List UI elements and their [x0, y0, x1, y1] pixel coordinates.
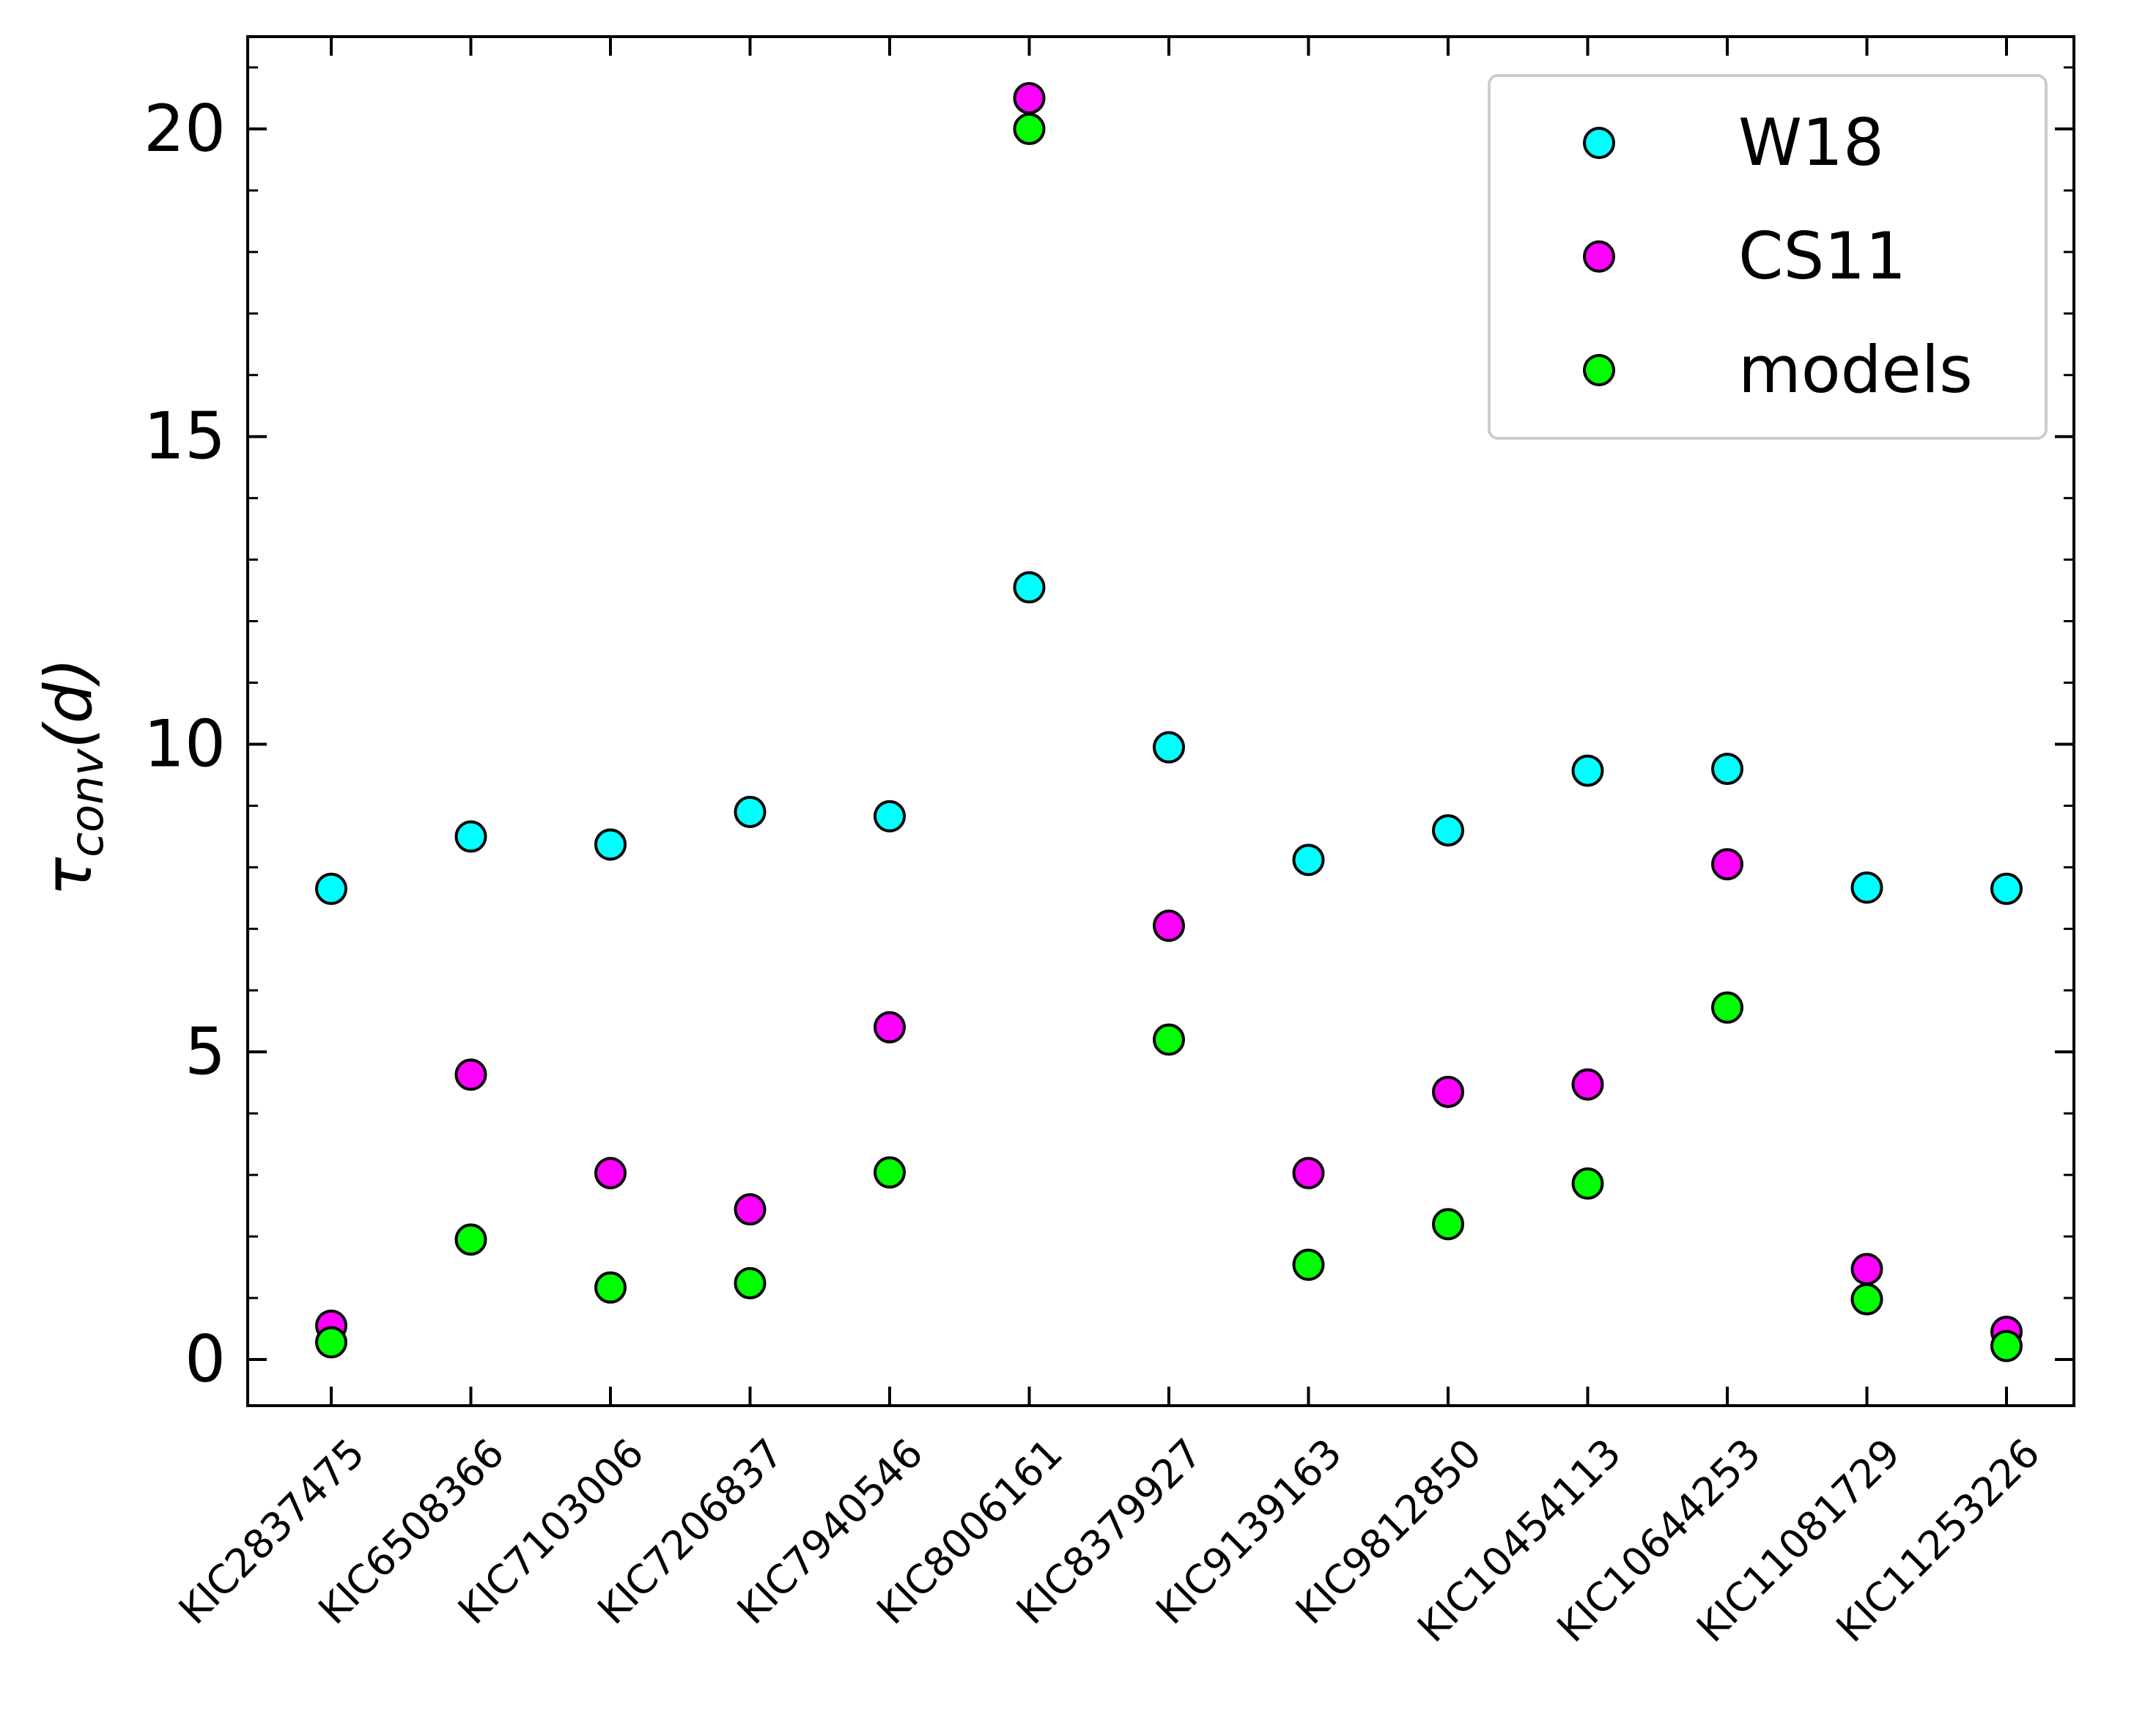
data-point-models [1292, 1248, 1325, 1281]
data-point-w18 [594, 828, 627, 861]
y-tick-label: 20 [144, 91, 226, 166]
data-point-cs11 [1153, 910, 1185, 942]
data-point-w18 [1711, 753, 1743, 786]
legend-marker-cs11 [1583, 240, 1615, 273]
data-point-w18 [1013, 571, 1046, 604]
legend-marker-w18 [1583, 127, 1615, 159]
data-point-cs11 [454, 1058, 487, 1091]
data-point-models [594, 1271, 627, 1304]
data-point-cs11 [1013, 81, 1046, 114]
y-axis-label-main: τ [31, 857, 106, 896]
data-points [315, 81, 2023, 1362]
data-point-w18 [1850, 871, 1883, 904]
data-point-w18 [1292, 844, 1325, 877]
legend-items: W18 CS11 models [1583, 105, 1973, 407]
y-tick-labels: 0 5 10 15 20 [144, 91, 226, 1397]
y-tick-label: 5 [185, 1014, 226, 1089]
data-point-models [315, 1326, 347, 1359]
legend-marker-models [1583, 354, 1615, 386]
data-point-models [1711, 991, 1743, 1024]
legend-label-w18: W18 [1738, 105, 1884, 180]
data-point-w18 [1990, 872, 2023, 905]
data-point-models [1432, 1208, 1464, 1241]
data-point-models [1013, 112, 1046, 145]
legend-box [1488, 74, 2048, 440]
data-point-cs11 [594, 1156, 627, 1189]
data-point-cs11 [1432, 1075, 1464, 1108]
data-point-w18 [1432, 814, 1464, 847]
data-point-w18 [315, 872, 347, 905]
data-point-models [1990, 1329, 2023, 1362]
y-axis-label-sub: conv [60, 748, 114, 857]
legend-label-models: models [1738, 332, 1973, 407]
data-point-cs11 [1571, 1068, 1604, 1101]
data-point-cs11 [734, 1193, 767, 1226]
data-point-cs11 [1292, 1156, 1325, 1189]
data-point-cs11 [1850, 1252, 1883, 1285]
data-point-w18 [1153, 731, 1185, 764]
x-tick-labels: KIC2837475KIC6508366KIC7103006KIC7206837… [170, 1430, 2049, 1651]
data-point-cs11 [874, 1011, 906, 1044]
y-tick-label: 15 [144, 399, 226, 474]
series-models [315, 112, 2023, 1362]
legend: W18 CS11 models [1488, 74, 2048, 440]
data-point-models [454, 1223, 487, 1256]
y-axis-label-tail: (d) [31, 657, 106, 749]
data-point-models [874, 1156, 906, 1189]
axis-ticks [248, 37, 2074, 1406]
data-point-models [1850, 1283, 1883, 1316]
legend-label-cs11: CS11 [1738, 218, 1906, 294]
series-cs11 [315, 81, 2023, 1348]
data-point-cs11 [1711, 848, 1743, 881]
data-point-w18 [874, 800, 906, 833]
plot-frame [246, 35, 2075, 1407]
data-point-models [734, 1266, 767, 1299]
y-tick-label: 0 [185, 1321, 226, 1397]
y-tick-label: 10 [144, 706, 226, 781]
data-point-models [1571, 1167, 1604, 1200]
data-point-models [1153, 1023, 1185, 1056]
series-w18 [315, 571, 2023, 905]
y-axis-label: τconv(d) [31, 657, 114, 896]
data-point-w18 [454, 820, 487, 853]
data-point-w18 [734, 795, 767, 828]
data-point-w18 [1571, 754, 1604, 787]
